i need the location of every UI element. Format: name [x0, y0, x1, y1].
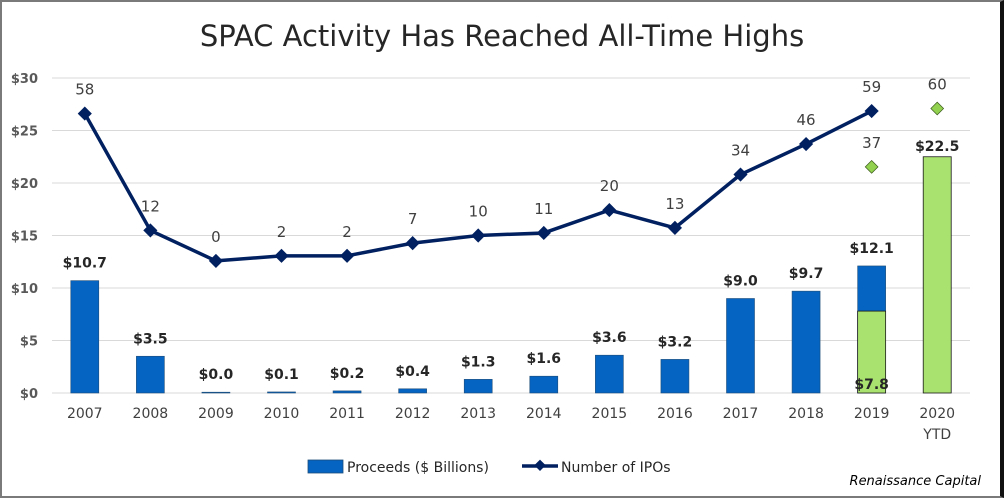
ipo-marker — [471, 228, 486, 243]
ipo-marker-ytd — [864, 160, 879, 174]
x-tick-label: 2019 — [854, 406, 890, 422]
bar-label: $3.2 — [658, 334, 693, 350]
bar-proceeds — [529, 375, 559, 394]
x-tick-label: 2012 — [395, 406, 431, 422]
source-credit: Renaissance Capital — [850, 474, 982, 489]
bar-proceeds — [726, 298, 755, 394]
ipo-label: 46 — [797, 111, 816, 129]
x-tick-label: 2011 — [329, 406, 365, 422]
bar-label-ytd: $7.8 — [854, 377, 889, 393]
bar-proceeds — [136, 355, 165, 394]
ipo-labels: 58 12 0 2 2 7 10 11 20 13 34 46 59 37 60 — [75, 75, 947, 245]
bar-proceeds — [660, 359, 690, 394]
ipo-label: 20 — [600, 177, 619, 195]
bar-labels: $10.7 $3.5 $0.0 $0.1 $0.2 $0.4 $1.3 $1.6 $3.6 $3.… — [63, 139, 960, 393]
bar-proceeds — [463, 379, 493, 394]
bar-label: $10.7 — [63, 256, 107, 272]
x-axis: 2007 2008 2009 2010 2011 2012 2013 2014 2015 2016… — [67, 406, 955, 443]
x-tick-label: 2020 — [919, 406, 955, 422]
ipo-label-ytd: 37 — [862, 134, 881, 152]
ipo-marker — [667, 220, 682, 235]
x-tick-label: 2010 — [264, 406, 300, 422]
ipo-label: 10 — [469, 203, 488, 221]
x-tick-label: 2009 — [198, 406, 234, 422]
ipo-marker — [340, 248, 355, 263]
legend-swatch-proceeds — [307, 459, 344, 474]
ipo-marker-ytd — [930, 101, 945, 116]
bar-proceeds-ytd — [922, 156, 952, 394]
x-tick-label: YTD — [922, 427, 951, 443]
bar-label: $0.2 — [330, 366, 365, 382]
x-tick-label: 2014 — [526, 406, 562, 422]
ipo-marker — [143, 223, 158, 238]
ipo-points — [77, 101, 945, 268]
bar-label: $9.0 — [723, 274, 758, 290]
x-tick-label: 2016 — [657, 406, 693, 422]
ipo-marker — [864, 103, 879, 119]
bar-label: $1.6 — [527, 351, 562, 367]
bar-proceeds — [398, 388, 427, 394]
bar-label: $9.7 — [789, 266, 824, 282]
chart-title: SPAC Activity Has Reached All-Time Highs — [200, 19, 804, 53]
bar-proceeds — [332, 390, 362, 394]
bar-label: $3.5 — [133, 331, 168, 347]
ipo-label: 59 — [862, 78, 881, 96]
x-tick-label: 2013 — [460, 406, 496, 422]
ipo-label: 2 — [277, 223, 287, 241]
x-tick-label: 2017 — [723, 406, 759, 422]
bar-proceeds — [70, 280, 100, 394]
bar-proceeds — [791, 290, 821, 394]
ipo-label: 58 — [75, 81, 94, 99]
ipo-marker — [77, 106, 92, 121]
ipo-marker — [274, 248, 289, 263]
bar-label: $0.4 — [395, 364, 430, 380]
ipo-marker — [799, 136, 814, 152]
bar-label: $3.6 — [592, 330, 627, 346]
ipo-label-ytd: 60 — [928, 75, 947, 93]
bars — [70, 156, 952, 394]
ipo-label: 34 — [731, 142, 750, 160]
ipo-label: 12 — [141, 197, 160, 215]
bar-proceeds — [201, 391, 231, 394]
ipo-marker — [405, 236, 420, 251]
ipo-label: 2 — [342, 223, 352, 241]
bar-proceeds — [267, 391, 296, 394]
ipo-label: 13 — [665, 195, 684, 213]
ipo-label: 11 — [534, 200, 553, 218]
ipo-marker — [602, 203, 617, 218]
y-tick-label: $15 — [11, 230, 38, 245]
legend-label-proceeds: Proceeds ($ Billions) — [347, 460, 489, 476]
x-tick-label: 2008 — [133, 406, 169, 422]
ipo-label: 7 — [408, 210, 418, 228]
bar-proceeds-ytd — [857, 310, 887, 394]
x-tick-label: 2018 — [788, 406, 824, 422]
bar-label: $0.0 — [199, 367, 234, 383]
y-tick-label: $5 — [20, 335, 38, 350]
x-tick-label: 2007 — [67, 406, 103, 422]
bar-label: $0.1 — [264, 367, 299, 383]
x-tick-label: 2015 — [592, 406, 628, 422]
bar-label-ytd: $22.5 — [915, 139, 959, 155]
y-tick-label: $0 — [20, 387, 38, 402]
ipo-marker — [208, 253, 223, 268]
y-tick-label: $20 — [11, 177, 38, 192]
ipo-label: 0 — [211, 228, 221, 246]
ipo-marker — [536, 225, 551, 241]
bar-label: $12.1 — [849, 241, 893, 257]
y-tick-label: $30 — [11, 72, 38, 87]
y-tick-label: $25 — [11, 125, 38, 140]
legend-swatch-ipos-marker — [534, 459, 546, 471]
y-tick-label: $10 — [11, 282, 38, 297]
ipo-marker — [733, 167, 748, 182]
bar-proceeds — [595, 354, 624, 394]
legend-label-ipos: Number of IPOs — [561, 460, 671, 476]
legend: Proceeds ($ Billions) Number of IPOs — [307, 459, 671, 476]
bar-label: $1.3 — [461, 354, 496, 370]
y-axis: $0 $5 $10 $15 $20 $25 $30 — [11, 72, 38, 402]
